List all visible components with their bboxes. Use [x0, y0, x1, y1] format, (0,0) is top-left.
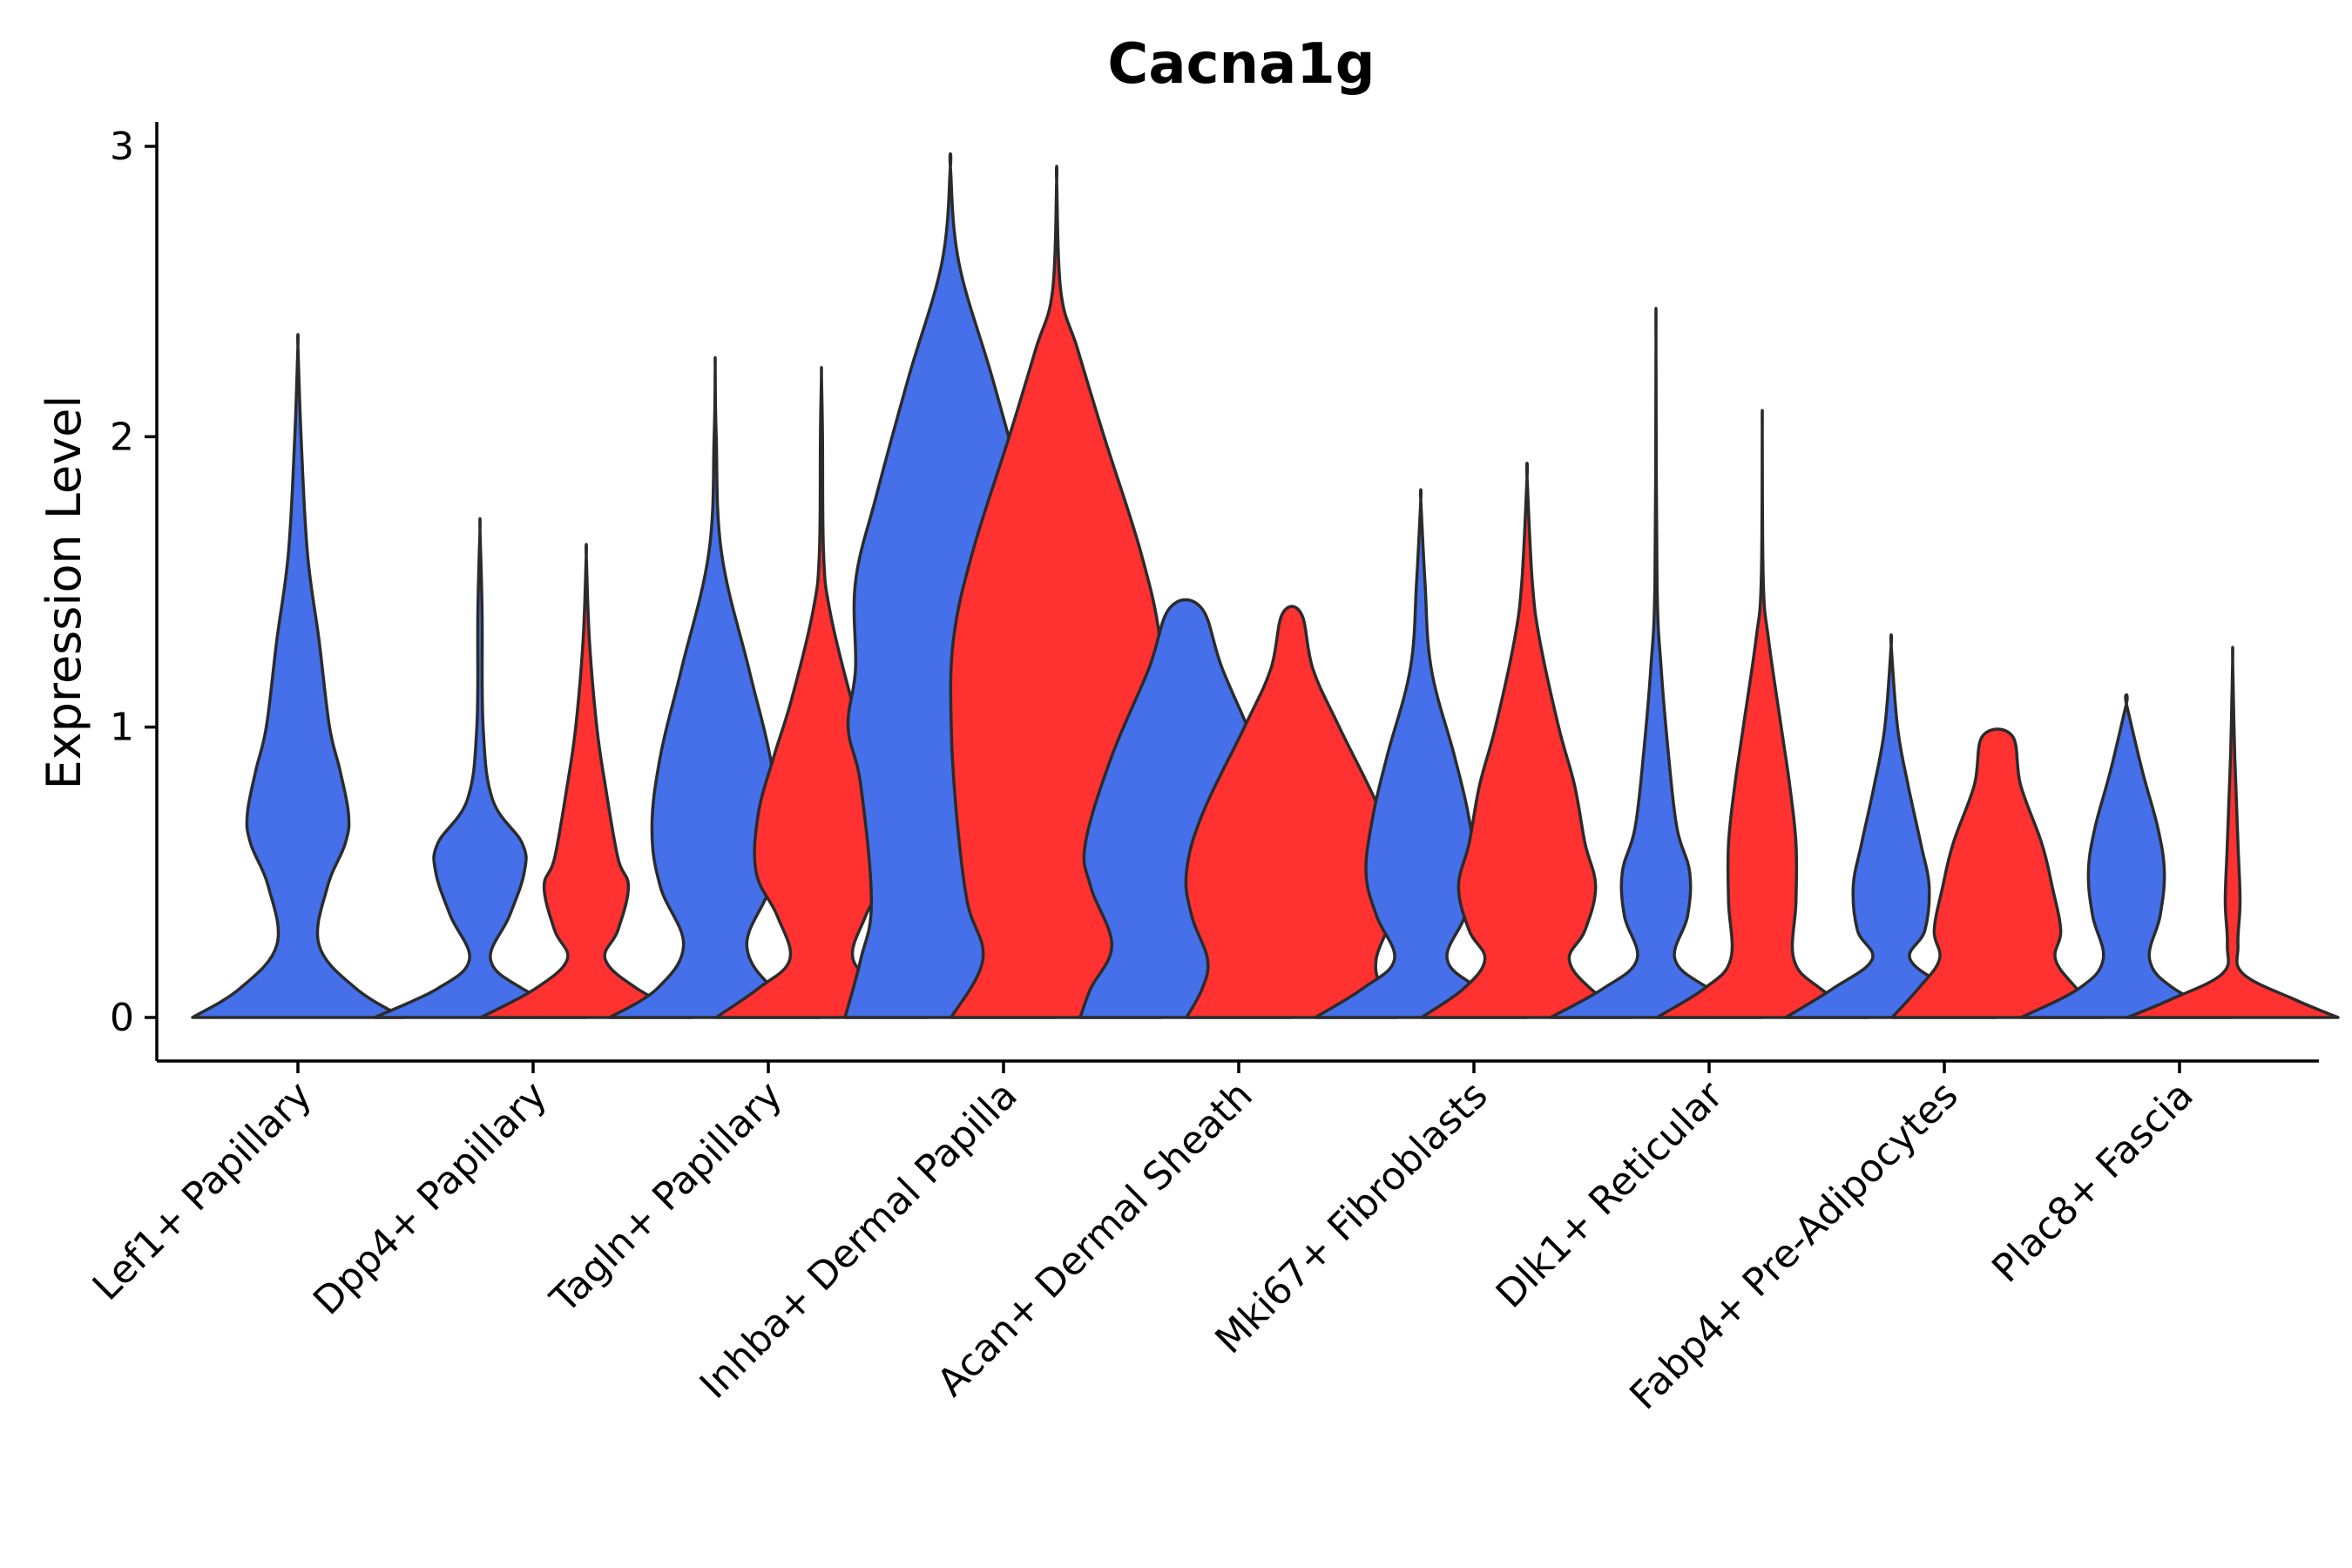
- y-axis-title: Expression Level: [37, 395, 91, 790]
- violin-dlk1-reticular-a: [1549, 307, 1763, 1019]
- chart-title: Cacna1g: [1107, 32, 1375, 97]
- x-tick-label: Dlk1+ Reticular: [1488, 1072, 1733, 1317]
- x-tick-label: Dpp4+ Papillary: [305, 1073, 556, 1324]
- x-tick-label: Plac8+ Fascia: [1984, 1073, 2202, 1292]
- x-tick-label: Tagln+ Papillary: [542, 1073, 791, 1322]
- violin-plac8-fascia-b: [2126, 645, 2340, 1019]
- violin-dpp4-papillary-b: [479, 543, 693, 1019]
- y-tick-label: 2: [110, 415, 134, 459]
- violin-dlk1-reticular-b: [1655, 409, 1869, 1019]
- y-tick-label: 1: [110, 706, 134, 750]
- y-tick-label: 0: [110, 996, 134, 1040]
- violin-mki67-fibroblasts-b: [1420, 462, 1634, 1019]
- violin-plac8-fascia-a: [2019, 693, 2234, 1019]
- y-axis: 0 1 2 3: [110, 122, 159, 1061]
- violin-dpp4-papillary-a: [373, 517, 587, 1019]
- x-tick-label: Lef1+ Papillary: [84, 1073, 321, 1309]
- x-tick-label: Mki67+ Fibroblasts: [1206, 1073, 1496, 1362]
- violin-lef1-papillary-a: [191, 333, 405, 1019]
- violin-layer: [191, 152, 2340, 1019]
- y-tick-label: 3: [110, 125, 134, 169]
- violin-fabp4-pre-adipocytes-a: [1784, 632, 1998, 1019]
- violin-fabp4-pre-adipocytes-b: [1890, 727, 2105, 1019]
